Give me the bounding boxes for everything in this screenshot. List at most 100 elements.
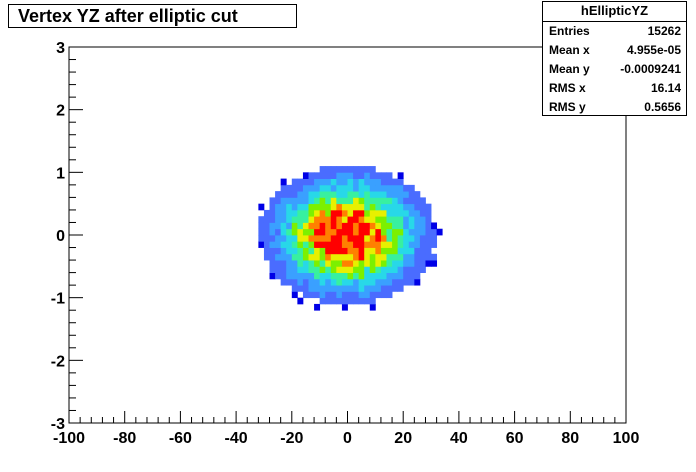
heatmap-cell [291,216,298,223]
heatmap-cell [353,266,360,273]
heatmap-cell [330,184,337,192]
heatmap-cell [314,266,321,273]
heatmap-cell [414,253,421,261]
heatmap-cell [369,278,376,286]
heatmap-cell [353,235,360,242]
heatmap-cell [408,266,415,273]
heatmap-cell [414,191,421,198]
heatmap-cell [397,191,404,198]
heatmap-cell [425,260,432,267]
stats-row-entries: Entries 15262 [543,22,686,41]
heatmap-cell [258,222,265,230]
heatmap-cell [392,278,399,286]
heatmap-cell [392,216,399,223]
heatmap-cell [397,197,404,205]
heatmap-cell [347,272,354,280]
heatmap-cell [369,297,376,305]
stats-row-rms-y: RMS y 0.5656 [543,98,686,117]
y-tick-label: -2 [51,353,65,370]
heatmap-cell [297,235,304,242]
heatmap-cell [286,266,293,273]
heatmap-cell [319,291,326,299]
heatmap-cell [386,209,393,217]
stats-box: hEllipticYZ Entries 15262 Mean x 4.955e-… [542,1,687,116]
heatmap-cell [358,184,365,192]
heatmap-cell [397,172,404,179]
heatmap-cell [275,191,282,198]
heatmap-cell [325,253,332,261]
heatmap-cell [392,285,399,292]
heatmap-cell [319,266,326,273]
heatmap-cell [314,303,321,311]
heatmap-cell [414,272,421,280]
y-tick-label: -1 [51,291,65,308]
heatmap-cell [341,272,348,280]
heatmap-cell [358,266,365,273]
heatmap-cell [286,241,293,248]
heatmap-cell [353,197,360,205]
heatmap-cell [369,222,376,230]
heatmap-cell [347,166,354,173]
heatmap-cell [286,184,293,192]
heatmap-cell [375,191,382,198]
heatmap-cell [308,216,315,223]
heatmap-cell [258,241,265,248]
x-tick-label: -80 [113,430,136,447]
heatmap-cell [314,222,321,230]
heatmap-cell [364,197,371,205]
heatmap-cell [403,203,410,211]
heatmap-cell [325,235,332,242]
heatmap-cell [419,216,426,223]
heatmap-cell [263,247,270,255]
heatmap-cell [325,203,332,211]
x-tick-label: 0 [343,430,352,447]
heatmap-cell [325,216,332,223]
heatmap-cell [358,247,365,255]
heatmap-cell [319,297,326,305]
heatmap-cell [280,203,287,211]
heatmap-cell [414,197,421,205]
heatmap-cell [392,203,399,211]
heatmap-cell [425,216,432,223]
heatmap-cell [319,253,326,261]
chart-title: Vertex YZ after elliptic cut [8,4,297,28]
heatmap-cell [408,278,415,286]
heatmap-cell [336,241,343,248]
heatmap-cell [341,235,348,242]
heatmap-cell [280,260,287,267]
heatmap-cell [380,209,387,217]
heatmap-cell [330,247,337,255]
heatmap-cell [330,203,337,211]
heatmap-cell [403,184,410,192]
heatmap-cell [269,241,276,248]
heatmap-cell [314,253,321,261]
heatmap-cell [419,203,426,211]
heatmap-cell [347,297,354,305]
heatmap-cell [375,172,382,179]
heatmap-cell [291,203,298,211]
heatmap-cell [386,253,393,261]
heatmap-cell [286,191,293,198]
heatmap-cell [380,178,387,186]
heatmap-cell [269,209,276,217]
heatmap-cell [319,235,326,242]
heatmap-cell [269,216,276,223]
heatmap-cell [408,253,415,261]
heatmap-cell [392,235,399,242]
heatmap-cell [419,222,426,230]
heatmap-cell [325,166,332,173]
heatmap-cell [302,285,309,292]
stats-value: -0.0009241 [620,62,681,76]
heatmap-cell [258,216,265,223]
heatmap-cell [325,172,332,179]
heatmap-cell [358,228,365,236]
heatmap-cell [425,228,432,236]
axes-layer: -100 -80 -60 -40 -20 0 20 40 60 80 100 -3 -2 -1 0 1 2 3 [51,40,640,447]
x-tick-label: 60 [506,430,524,447]
heatmap-cell [286,235,293,242]
heatmap-cell [341,291,348,299]
heatmap-cell [336,184,343,192]
heatmap-cell [275,253,282,261]
heatmap-cell [364,272,371,280]
heatmap-cell [325,222,332,230]
